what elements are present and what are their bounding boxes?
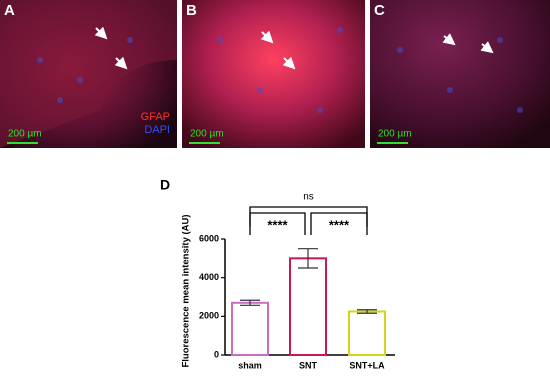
panel-label: C — [374, 2, 385, 19]
bar-chart: D Fluorescence mean intensity (AU) 0 2000 40… — [160, 177, 395, 370]
tissue — [0, 0, 177, 148]
micrograph-panels — [0, 0, 550, 148]
y-tick-label: 4000 — [199, 272, 219, 282]
scale-bar-label: 200 µm — [190, 129, 224, 140]
y-tick-label: 0 — [214, 349, 219, 359]
x-tick-label: SNT+LA — [349, 360, 385, 370]
y-tick-label: 2000 — [199, 311, 219, 321]
panel-label: B — [186, 2, 197, 19]
micrograph — [182, 0, 365, 148]
scale-bar-label: 200 µm — [378, 129, 412, 140]
bar — [231, 301, 269, 356]
bar — [289, 257, 327, 357]
panel-label: D — [160, 177, 170, 193]
nuclei — [37, 27, 523, 113]
micrograph — [370, 0, 550, 148]
error-bar — [240, 299, 260, 306]
scale-bar-label: 200 µm — [8, 129, 42, 140]
y-tick-label: 6000 — [199, 233, 219, 243]
y-axis-label: Fluorescence mean intensity (AU) — [181, 214, 192, 367]
x-tick-label: sham — [238, 360, 262, 370]
significance-bracket — [249, 206, 368, 227]
error-bar — [298, 248, 318, 269]
significance-label: **** — [267, 217, 288, 232]
stain-label: DAPI — [144, 124, 170, 136]
x-tick-label: SNT — [299, 360, 318, 370]
bar — [348, 310, 386, 356]
arrows — [94, 26, 494, 70]
significance-label: **** — [329, 217, 350, 232]
stain-label: GFAP — [141, 111, 170, 123]
panel-label: A — [4, 2, 15, 19]
error-bar — [357, 309, 377, 314]
significance-label: ns — [303, 192, 314, 203]
